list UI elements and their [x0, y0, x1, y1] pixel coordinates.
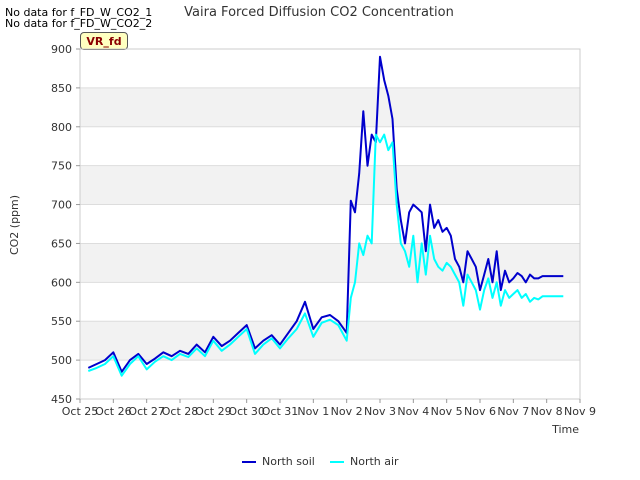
- series-line-north-air: [87, 133, 564, 377]
- x-tick-label: Oct 29: [195, 405, 232, 418]
- y-axis-label: CO2 (ppm): [8, 195, 21, 255]
- legend: North soil North air: [242, 455, 399, 468]
- series-lines: [87, 55, 564, 377]
- series-line-north-soil: [87, 55, 564, 373]
- x-tick-label: Oct 25: [62, 405, 99, 418]
- x-tick-label: Oct 28: [162, 405, 199, 418]
- x-tick-label: Nov 4: [397, 405, 429, 418]
- y-tick-label: 450: [51, 393, 72, 406]
- y-axis-ticks: 450 500 550 600 650 700 750 800 850 900: [51, 43, 80, 406]
- vr-fd-badge: VR_fd: [80, 32, 128, 50]
- y-tick-label: 600: [51, 276, 72, 289]
- y-tick-label: 850: [51, 82, 72, 95]
- background-bands: [80, 87, 580, 361]
- x-tick-label: Nov 1: [297, 405, 329, 418]
- x-tick-label: Oct 26: [95, 405, 132, 418]
- y-tick-label: 500: [51, 354, 72, 367]
- plot-border: [79, 48, 581, 400]
- x-tick-label: Nov 2: [331, 405, 363, 418]
- x-tick-label: Oct 30: [228, 405, 265, 418]
- x-tick-label: Nov 5: [431, 405, 463, 418]
- x-tick-label: Nov 8: [531, 405, 563, 418]
- y-tick-label: 650: [51, 237, 72, 250]
- x-tick-label: Nov 9: [564, 405, 596, 418]
- legend-label: North soil: [262, 455, 315, 468]
- x-axis-label: Time: [551, 423, 579, 436]
- x-tick-label: Nov 6: [464, 405, 496, 418]
- y-tick-label: 900: [51, 43, 72, 56]
- band: [80, 243, 580, 283]
- chart-title: Vaira Forced Diffusion CO2 Concentration: [184, 5, 454, 20]
- y-tick-label: 550: [51, 315, 72, 328]
- y-tick-label: 800: [51, 121, 72, 134]
- x-tick-label: Oct 31: [262, 405, 299, 418]
- x-tick-label: Oct 27: [128, 405, 165, 418]
- x-tick-label: Nov 3: [364, 405, 396, 418]
- legend-label: North air: [350, 455, 399, 468]
- y-tick-label: 750: [51, 160, 72, 173]
- band: [80, 165, 580, 205]
- no-data-note-1: No data for f_FD_W_CO2_1: [5, 6, 153, 19]
- x-tick-label: Nov 7: [497, 405, 529, 418]
- band: [80, 87, 580, 127]
- band: [80, 321, 580, 361]
- y-tick-label: 700: [51, 199, 72, 212]
- no-data-note-2: No data for f_FD_W_CO2_2: [5, 17, 153, 30]
